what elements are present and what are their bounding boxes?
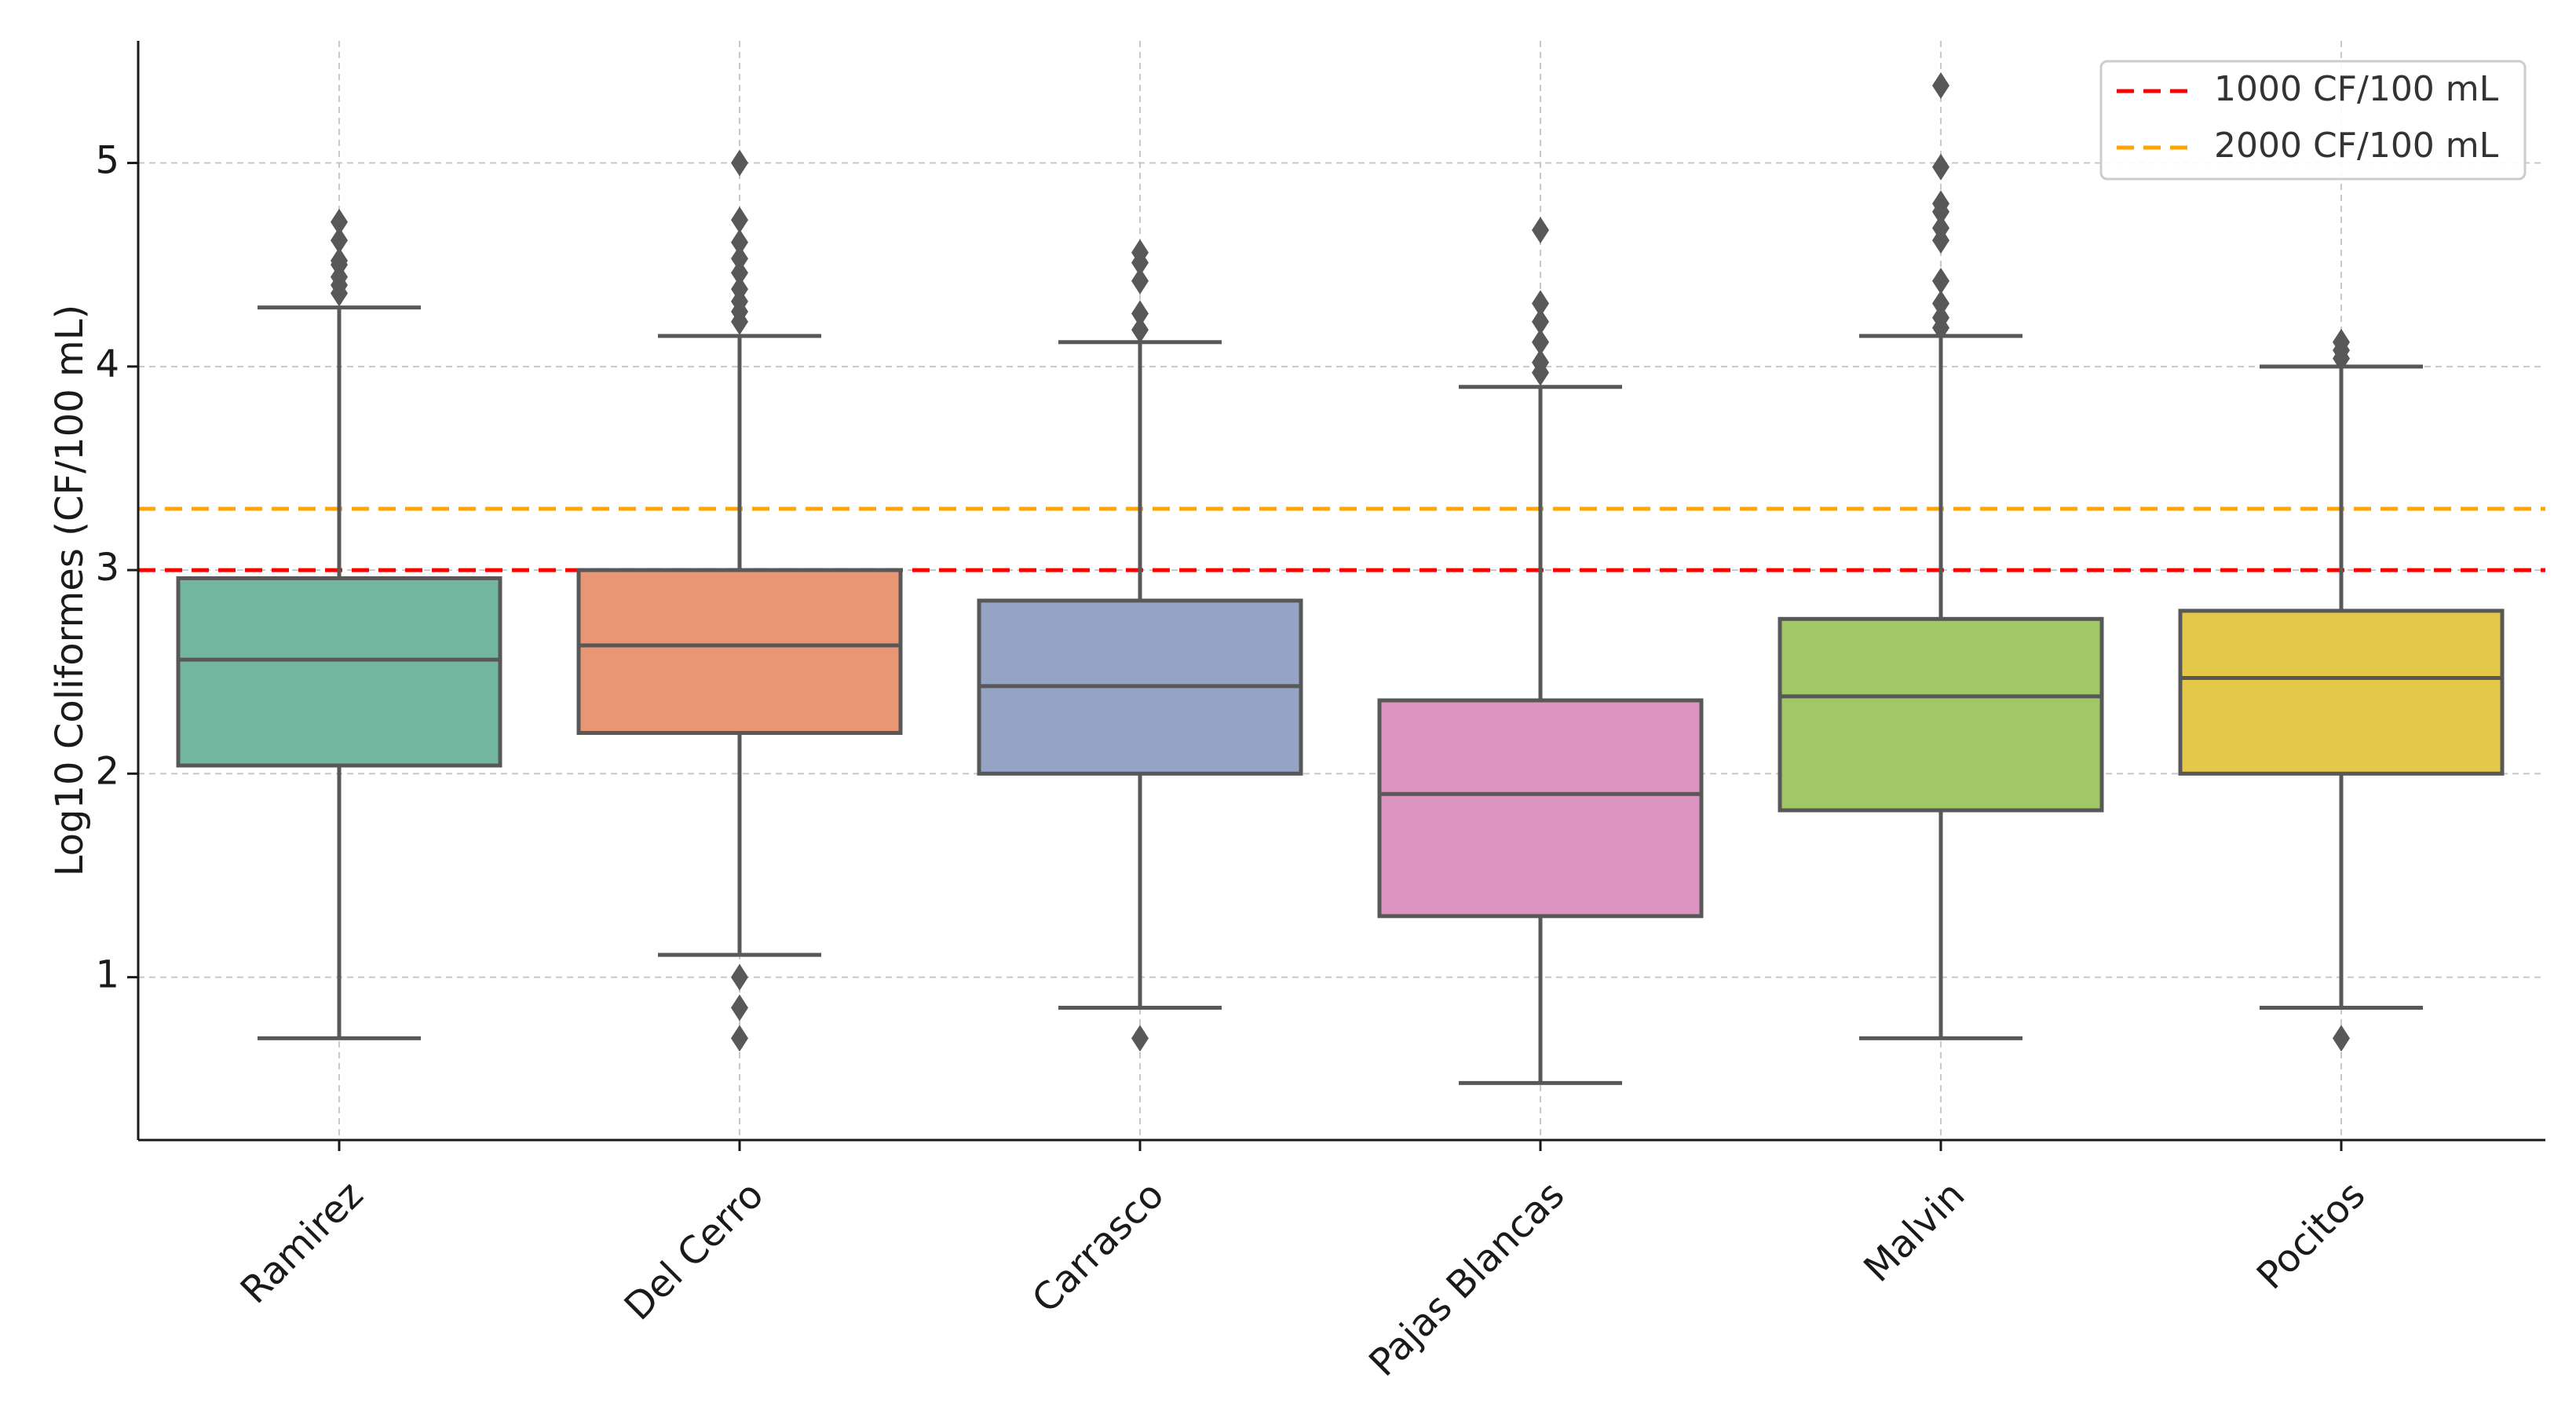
outlier-marker <box>1932 267 1949 294</box>
outlier-marker <box>1131 239 1149 266</box>
outlier-marker <box>731 276 748 303</box>
y-axis-title: Log10 Coliformes (CF/100 mL) <box>48 305 92 876</box>
outlier-marker <box>731 206 748 234</box>
iqr-box <box>1377 698 1704 919</box>
outlier-marker <box>1932 304 1949 331</box>
iqr-box <box>176 576 502 768</box>
y-ticks: 1 2 3 4 5 <box>95 139 138 997</box>
y-tick-label: 5 <box>95 139 119 183</box>
legend: 1000 CF/100 mL 2000 CF/100 mL <box>2099 60 2527 181</box>
outlier-marker <box>1532 290 1549 317</box>
outlier-marker <box>731 963 748 991</box>
iqr-box <box>2178 608 2505 776</box>
outlier-marker <box>1932 214 1949 242</box>
outlier-marker <box>2333 328 2350 356</box>
outlier-marker <box>2333 1025 2350 1052</box>
y-tick-label: 3 <box>95 546 119 590</box>
box-group <box>2178 328 2505 1052</box>
outlier-marker <box>731 149 748 177</box>
outlier-marker <box>1532 349 1549 376</box>
box-group <box>576 149 903 1052</box>
box-group <box>1778 72 2104 1040</box>
outlier-marker <box>1532 217 1549 244</box>
outlier-marker <box>1532 308 1549 335</box>
outlier-marker <box>331 227 348 254</box>
outlier-marker <box>1131 316 1149 344</box>
outlier-marker <box>731 1025 748 1052</box>
outlier-marker <box>331 208 348 236</box>
legend-frame <box>2099 60 2527 181</box>
box-group <box>1377 217 1704 1085</box>
axes <box>137 41 2545 1142</box>
outlier-marker <box>1131 300 1149 327</box>
outlier-marker <box>1932 153 1949 181</box>
y-tick-label: 2 <box>95 749 119 793</box>
iqr-box <box>576 568 903 735</box>
outlier-marker <box>1932 290 1949 317</box>
outlier-marker <box>1932 72 1949 100</box>
outlier-marker <box>731 994 748 1021</box>
outlier-marker <box>1131 1025 1149 1052</box>
outlier-marker <box>1932 190 1949 217</box>
outlier-marker <box>331 247 348 274</box>
reference-lines <box>138 506 2545 572</box>
legend-label: 2000 CF/100 mL <box>2214 126 2499 166</box>
y-tick-label: 4 <box>95 342 119 386</box>
y-tick-label: 1 <box>95 953 119 997</box>
outlier-marker <box>1131 267 1149 294</box>
outlier-marker <box>731 245 748 272</box>
iqr-box <box>1778 616 2104 813</box>
box-group <box>176 208 502 1040</box>
outlier-marker <box>731 228 748 256</box>
boxes <box>176 72 2505 1085</box>
outlier-marker <box>1532 328 1549 356</box>
outlier-marker <box>731 259 748 287</box>
box-group <box>977 239 1303 1052</box>
legend-label: 1000 CF/100 mL <box>2214 69 2499 109</box>
